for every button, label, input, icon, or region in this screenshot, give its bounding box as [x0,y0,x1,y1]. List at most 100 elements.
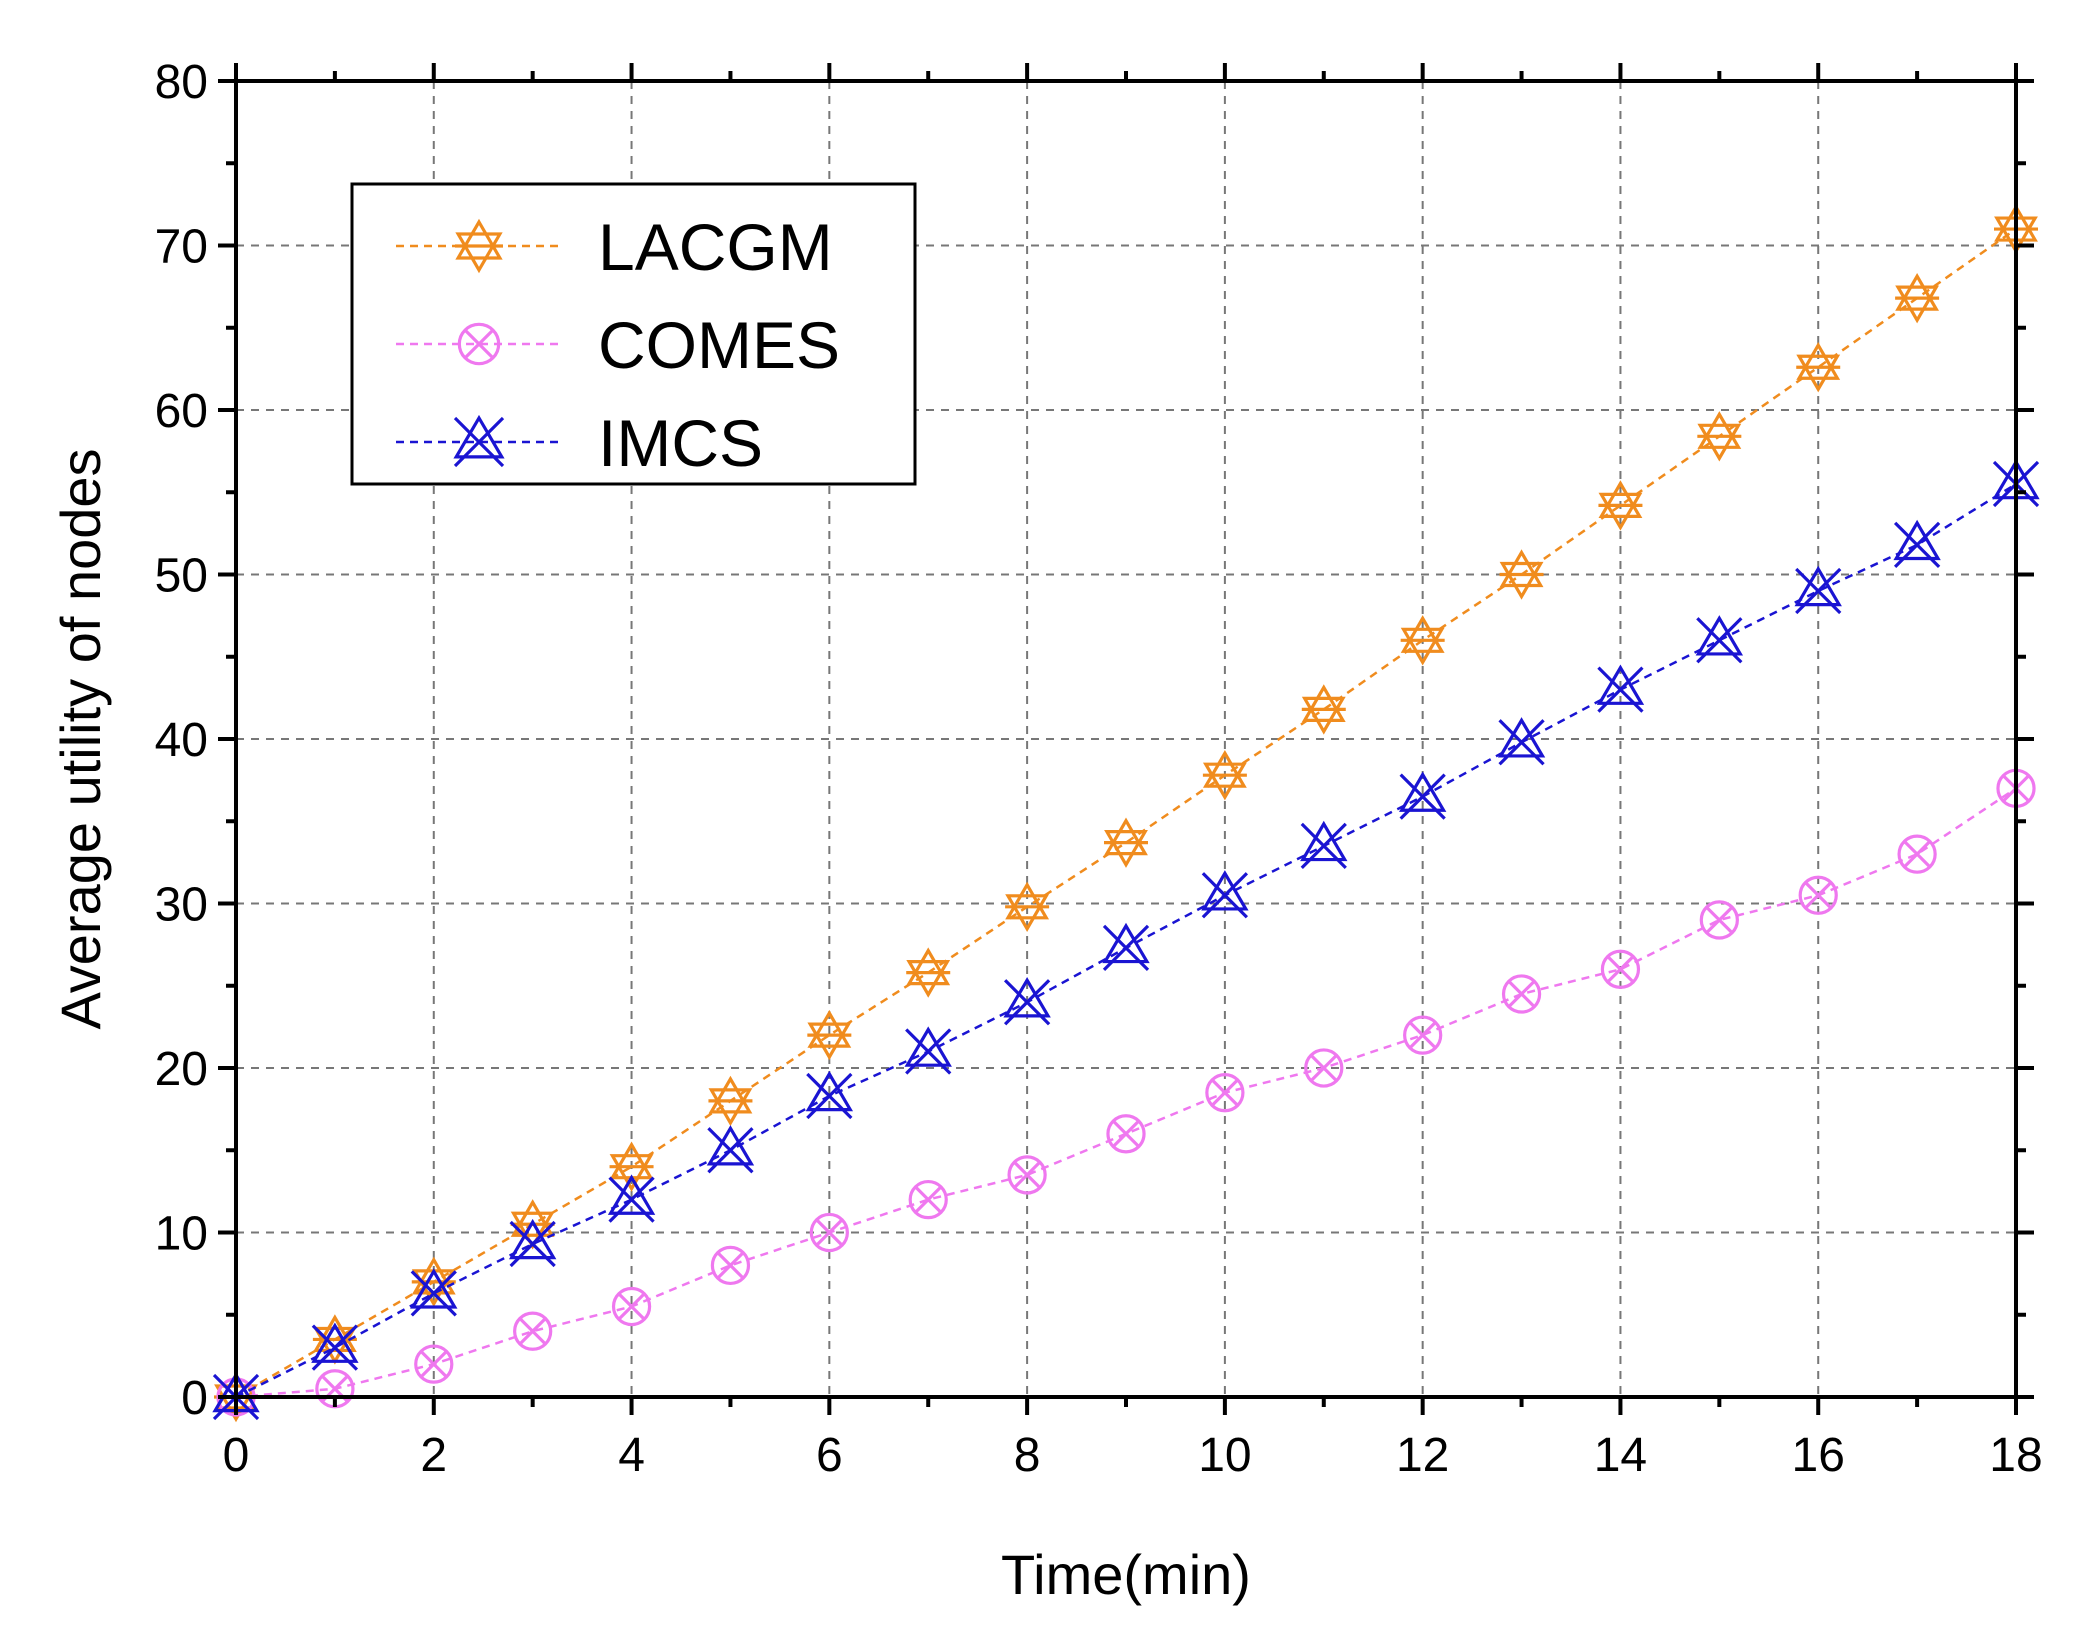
comes-point-10-ring [1205,1073,1245,1113]
comes-point-8-ring [1007,1155,1047,1195]
y-tick-label-40: 40 [155,714,208,767]
y-tick-label-70: 70 [155,221,208,274]
comes-point-8-cross-b [1013,1161,1041,1189]
x-tick-label-18: 18 [1989,1429,2042,1482]
comes-point-8 [1007,1155,1047,1195]
imcs-point-14 [1596,664,1645,713]
imcs-point-1-triangle [311,1322,359,1363]
comes-point-16-cross-b [1804,881,1832,910]
comes-point-11-cross-b [1310,1054,1338,1082]
legend-marker-imcs [453,414,505,468]
x-axis-title: Time(min) [1001,1543,1251,1606]
imcs-point-3-triangle [508,1218,557,1260]
lacgm-point-4-tri-down [609,1154,654,1192]
tick-labels: 0 2 4 6 8 10 12 14 16 18 0 10 20 30 40 50 60 70 80 [155,56,2043,1482]
comes-point-7 [908,1179,948,1220]
lacgm-point-17-tri-down [1895,285,1940,324]
comes-point-9-ring [1106,1114,1146,1154]
comes-point-2-cross-b [420,1350,448,1378]
imcs-point-8 [1003,977,1051,1026]
imcs-point-1 [311,1322,359,1371]
y-tick-label-30: 30 [155,879,208,932]
imcs-point-3-cross-b [509,1220,556,1268]
comes-point-11-ring [1304,1048,1344,1088]
x-tick-label-6: 6 [816,1429,843,1482]
x-tick-label-4: 4 [618,1429,645,1482]
imcs-point-3 [508,1218,557,1268]
comes-point-15-cross-b [1705,906,1734,934]
y-tick-label-0: 0 [181,1372,208,1425]
legend: LACGM COMES IMCS [350,182,917,486]
legend-marker-lacgm-tri-down [455,232,503,274]
comes-point-6 [809,1212,849,1253]
comes-point-14-ring [1600,949,1641,989]
comes-point-3 [513,1311,553,1351]
y-tick-label-50: 50 [155,550,208,603]
lacgm-point-5 [708,1075,753,1127]
lacgm-point-16 [1796,342,1841,393]
comes-point-10-cross-b [1211,1078,1239,1107]
comes-point-12-cross-b [1408,1021,1437,1049]
axis-ticks [218,63,2034,1415]
comes-point-13 [1501,974,1542,1014]
comes-point-5 [710,1245,751,1286]
comes-point-2-ring [414,1344,454,1384]
comes-point-5-ring [710,1245,751,1286]
lacgm-point-11-tri-down [1301,696,1346,735]
imcs-point-9-cross-b [1102,924,1150,972]
lacgm-point-13-tri-up [1499,549,1544,588]
imcs-point-10 [1201,870,1249,919]
comes-point-10 [1205,1073,1245,1113]
legend-label-lacgm: LACGM [598,210,833,284]
imcs-point-9-triangle [1102,922,1150,964]
imcs-point-15 [1695,615,1744,664]
imcs-point-7 [904,1026,952,1075]
imcs-point-7-triangle [904,1026,952,1067]
imcs-point-10-cross-b [1201,872,1249,919]
imcs-point-16-triangle [1794,565,1842,607]
comes-point-5-cross-b [716,1251,745,1280]
imcs-point-6-triangle [805,1070,854,1112]
imcs-point-4-cross-b [608,1176,655,1223]
comes-point-12-ring [1403,1015,1443,1055]
comes-point-11 [1304,1048,1344,1088]
legend-marker-comes [457,322,501,366]
grid [236,81,2016,1397]
lacgm-point-11-tri-up [1301,684,1346,722]
x-tick-label-14: 14 [1594,1429,1647,1482]
comes-point-15-ring [1699,900,1739,940]
imcs-point-12 [1398,771,1447,820]
x-tick-label-0: 0 [223,1429,250,1482]
imcs-point-7-cross-b [905,1028,952,1075]
imcs-point-17-cross-b [1893,521,1941,569]
imcs-point-9 [1102,922,1150,972]
imcs-point-5 [706,1125,755,1174]
comes-point-15 [1699,900,1739,940]
comes-point-9 [1106,1114,1146,1154]
y-tick-label-20: 20 [155,1043,208,1096]
comes-point-3-ring [513,1311,553,1351]
lacgm-point-8 [1005,881,1050,932]
legend-label-imcs: IMCS [598,406,763,480]
comes-point-17-cross-b [1903,840,1931,868]
imcs-point-13 [1497,717,1546,766]
imcs-point-4-triangle [607,1174,656,1215]
imcs-point-12-cross-b [1399,773,1446,820]
lacgm-point-13-tri-down [1499,561,1544,600]
imcs-point-15-cross-b [1696,617,1743,664]
legend-label-comes: COMES [598,308,840,382]
lacgm-point-12-tri-up [1400,615,1445,653]
lacgm-point-6 [807,1009,852,1061]
comes-point-4-ring [611,1286,652,1327]
imcs-point-17-triangle [1893,519,1941,561]
legend-marker-lacgm [455,218,503,274]
y-axis-title: Average utility of nodes [49,448,112,1029]
lacgm-point-15 [1697,411,1742,462]
imcs-point-17 [1893,519,1941,569]
y-tick-label-10: 10 [155,1208,208,1261]
x-tick-label-16: 16 [1792,1429,1845,1482]
comes-point-7-cross-b [914,1185,942,1214]
imcs-point-16-cross-b [1795,567,1842,615]
